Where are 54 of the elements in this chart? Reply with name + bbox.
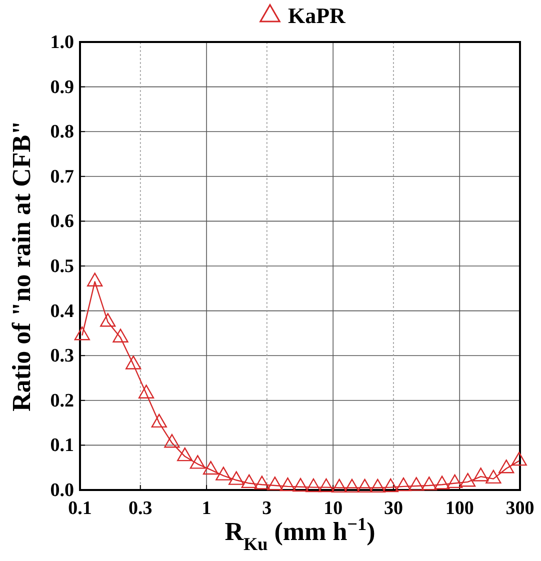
- point: [254, 476, 270, 490]
- point: [434, 476, 450, 490]
- point: [421, 476, 437, 490]
- y-tick-label: 0.9: [50, 76, 74, 98]
- y-tick-label: 0.8: [50, 122, 74, 143]
- point: [267, 476, 283, 490]
- point: [408, 477, 424, 491]
- point: [511, 452, 527, 466]
- x-tick-label: 300: [506, 498, 534, 519]
- y-tick-label: 0.2: [50, 390, 74, 412]
- point: [396, 477, 412, 492]
- point: [216, 466, 232, 480]
- point: [486, 470, 502, 484]
- point: [74, 326, 90, 340]
- y-tick-label: 0.3: [50, 346, 74, 367]
- point: [446, 474, 463, 488]
- point: [202, 460, 219, 475]
- x-tick-label: 0.1: [68, 498, 92, 519]
- x-tick-label: 100: [445, 498, 474, 519]
- point: [498, 460, 514, 474]
- point: [87, 272, 103, 286]
- point: [190, 455, 206, 469]
- y-tick-label: 0.6: [50, 211, 74, 232]
- point: [100, 313, 116, 327]
- point: [292, 478, 308, 492]
- point: [382, 478, 398, 492]
- point: [280, 477, 296, 492]
- y-tick-label: 0.1: [50, 435, 74, 456]
- point: [228, 471, 244, 485]
- point: [472, 468, 489, 482]
- point: [112, 328, 128, 342]
- point: [151, 414, 167, 428]
- point: [460, 473, 476, 487]
- y-tick-label: 0.7: [50, 166, 74, 188]
- y-tick-label: 0.0: [50, 480, 74, 501]
- x-tick-label: 30: [384, 498, 403, 519]
- point: [164, 434, 180, 448]
- point: [306, 478, 322, 492]
- y-tick-label: 0.4: [50, 300, 74, 322]
- y-tick-label: 0.5: [50, 256, 74, 277]
- y-tick-label: 1.0: [50, 32, 74, 53]
- point: [177, 447, 193, 462]
- y-axis-title: Ratio of "no rain at CFB": [7, 120, 36, 412]
- point: [138, 384, 154, 398]
- legend-label: KaPR: [288, 3, 347, 28]
- x-tick-label: 1: [202, 498, 212, 519]
- point: [356, 478, 373, 493]
- point: [126, 356, 142, 370]
- point: [370, 478, 386, 493]
- point: [318, 478, 334, 492]
- point: [332, 478, 348, 493]
- x-tick-label: 0.3: [128, 498, 152, 519]
- point: [344, 478, 360, 493]
- point: [241, 474, 257, 488]
